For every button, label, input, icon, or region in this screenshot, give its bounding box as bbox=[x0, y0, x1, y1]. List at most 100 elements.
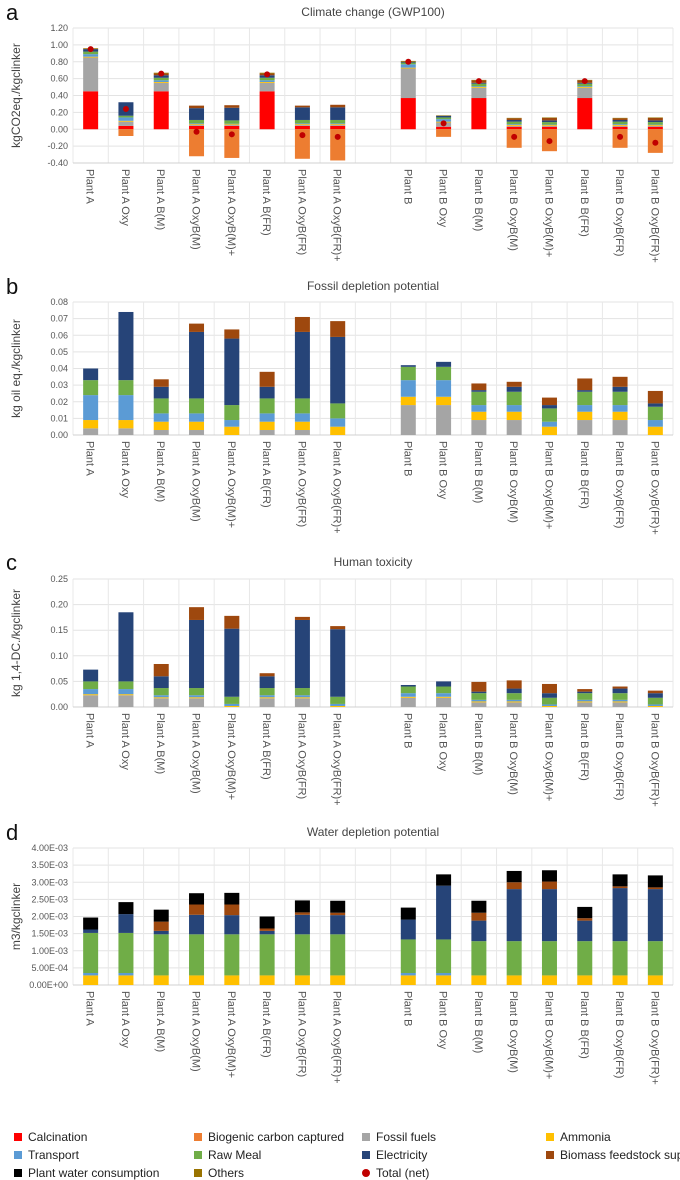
bar-segment-electricity bbox=[118, 311, 134, 381]
bar-segment-transport bbox=[541, 124, 557, 126]
bar-segment-fossil-fuels bbox=[506, 125, 522, 127]
bar-segment-raw-meal bbox=[224, 934, 240, 976]
bar-segment-biomass-feedstock-supply bbox=[612, 118, 628, 120]
bar-segment-fossil-fuels bbox=[118, 121, 134, 126]
bar-segment-biomass-feedstock-supply bbox=[647, 887, 663, 890]
bar-segment-plant-water-consumption bbox=[612, 874, 628, 887]
x-tick-label: Plant A OxyB(M)+ bbox=[225, 991, 237, 1078]
x-tick-label: Plant A B(FR) bbox=[260, 169, 272, 236]
bar-segment-plant-water-consumption bbox=[506, 870, 522, 883]
bar-segment-transport bbox=[259, 695, 275, 698]
bar-segment-raw-meal bbox=[83, 380, 99, 396]
bar-segment-biomass-feedstock-supply bbox=[541, 683, 557, 694]
total-net-point bbox=[158, 70, 165, 77]
y-tick-label: 0.05 bbox=[50, 347, 68, 357]
bar-segment-ammonia bbox=[577, 87, 593, 88]
bar-segment-electricity bbox=[189, 108, 205, 120]
bar-segment-biogenic-carbon-captured bbox=[224, 129, 240, 158]
x-tick-label: Plant A OxyB(M) bbox=[190, 713, 202, 794]
legend-item: Total (net) bbox=[362, 1166, 429, 1180]
bar-segment-raw-meal bbox=[400, 686, 416, 694]
panel-letter: d bbox=[6, 820, 18, 845]
y-tick-label: 0.60 bbox=[50, 74, 68, 84]
bar-segment-biogenic-carbon-captured bbox=[189, 129, 205, 157]
bar-segment-biomass-feedstock-supply bbox=[224, 329, 240, 339]
x-tick-label: Plant A B(FR) bbox=[260, 441, 272, 508]
bar-segment-transport bbox=[83, 689, 99, 695]
x-tick-label: Plant B OxyB(FR)+ bbox=[648, 169, 660, 263]
bar-segment-raw-meal bbox=[83, 681, 99, 690]
bar-segment-electricity bbox=[294, 331, 310, 399]
x-tick-label: Plant A Oxy bbox=[119, 441, 131, 498]
bar-segment-ammonia bbox=[330, 426, 346, 435]
bar-segment-ammonia bbox=[189, 697, 205, 699]
bar-segment-transport bbox=[330, 703, 346, 706]
total-net-point bbox=[617, 133, 624, 140]
x-tick-label: Plant A OxyB(M) bbox=[190, 441, 202, 522]
bar-segment-raw-meal bbox=[224, 120, 240, 124]
bar-segment-transport bbox=[577, 405, 593, 412]
y-tick-label: 2.00E-03 bbox=[31, 912, 68, 922]
bar-segment-transport bbox=[259, 80, 275, 82]
bar-segment-transport bbox=[153, 80, 169, 82]
chart-a: a Climate change (GWP100) -0.40 -0.20 0.00 0.… bbox=[6, 0, 674, 263]
bar-segment-ammonia bbox=[647, 125, 663, 126]
bar-segment-ammonia bbox=[83, 56, 99, 58]
bar-segment-ammonia bbox=[541, 426, 557, 435]
bar-segment-ammonia bbox=[118, 420, 134, 429]
legend-item: Ammonia bbox=[546, 1130, 611, 1144]
bar-segment-biomass-feedstock-supply bbox=[541, 397, 557, 406]
x-tick-label: Plant A B(FR) bbox=[260, 991, 272, 1058]
x-tick-label: Plant B OxyB(M)+ bbox=[542, 441, 554, 529]
bar-segment-transport bbox=[436, 973, 452, 976]
x-tick-label: Plant A bbox=[84, 441, 96, 477]
bar-segment-fossil-fuels bbox=[400, 405, 416, 435]
bar-segment-ammonia bbox=[330, 124, 346, 126]
bar-segment-ammonia bbox=[400, 975, 416, 985]
bar-segment-raw-meal bbox=[153, 934, 169, 976]
bar-segment-electricity bbox=[612, 688, 628, 694]
bar-segment-transport bbox=[224, 123, 240, 125]
bar-segment-electricity bbox=[189, 331, 205, 399]
y-tick-label: 0.15 bbox=[50, 625, 68, 635]
bar-segment-fossil-fuels bbox=[153, 82, 169, 92]
bar-segment-transport bbox=[294, 695, 310, 698]
bar-segment-fossil-fuels bbox=[189, 698, 205, 707]
bar-segment-biomass-feedstock-supply bbox=[541, 117, 557, 121]
bar-segment-fossil-fuels bbox=[330, 125, 346, 126]
bar-segment-ammonia bbox=[224, 975, 240, 985]
bar-segment-transport bbox=[330, 123, 346, 125]
bar-segment-ammonia bbox=[506, 411, 522, 421]
legend: Calcination Biogenic carbon captured Fossi… bbox=[0, 1124, 680, 1180]
x-tick-label: Plant A OxyB(FR) bbox=[295, 169, 307, 255]
x-tick-label: Plant A OxyB(M) bbox=[190, 169, 202, 250]
y-tick-label: 3.50E-03 bbox=[31, 860, 68, 870]
bar-segment-fossil-fuels bbox=[189, 125, 205, 126]
total-net-point bbox=[405, 58, 412, 65]
bar-segment-transport bbox=[647, 704, 663, 706]
total-net-point bbox=[475, 78, 482, 85]
y-tick-label: 0.04 bbox=[50, 364, 68, 374]
bar-segment-raw-meal bbox=[189, 398, 205, 414]
bar-segment-raw-meal bbox=[118, 681, 134, 690]
total-net-point bbox=[228, 131, 235, 138]
bar-segment-calcination bbox=[330, 125, 346, 130]
bar-segment-electricity bbox=[153, 930, 169, 935]
bar-segment-fossil-fuels bbox=[294, 430, 310, 435]
x-tick-label: Plant A OxyB(FR) bbox=[295, 441, 307, 527]
bar-segment-raw-meal bbox=[189, 934, 205, 976]
bar-segment-electricity bbox=[330, 915, 346, 935]
bar-segment-ammonia bbox=[506, 701, 522, 703]
bar-segment-raw-meal bbox=[294, 934, 310, 976]
total-net-point bbox=[652, 139, 659, 146]
bar-segment-fossil-fuels bbox=[294, 125, 310, 126]
x-tick-label: Plant B B(M) bbox=[472, 991, 484, 1053]
x-tick-label: Plant B OxyB(FR) bbox=[613, 169, 625, 256]
bar-segment-ammonia bbox=[436, 396, 452, 406]
bar-segment-raw-meal bbox=[118, 932, 134, 974]
legend-label: Total (net) bbox=[376, 1166, 430, 1180]
bar-segment-calcination bbox=[118, 125, 134, 130]
x-tick-label: Plant A OxyB(FR)+ bbox=[331, 713, 343, 806]
bar-segment-transport bbox=[153, 695, 169, 698]
bar-segment-biomass-feedstock-supply bbox=[506, 882, 522, 890]
